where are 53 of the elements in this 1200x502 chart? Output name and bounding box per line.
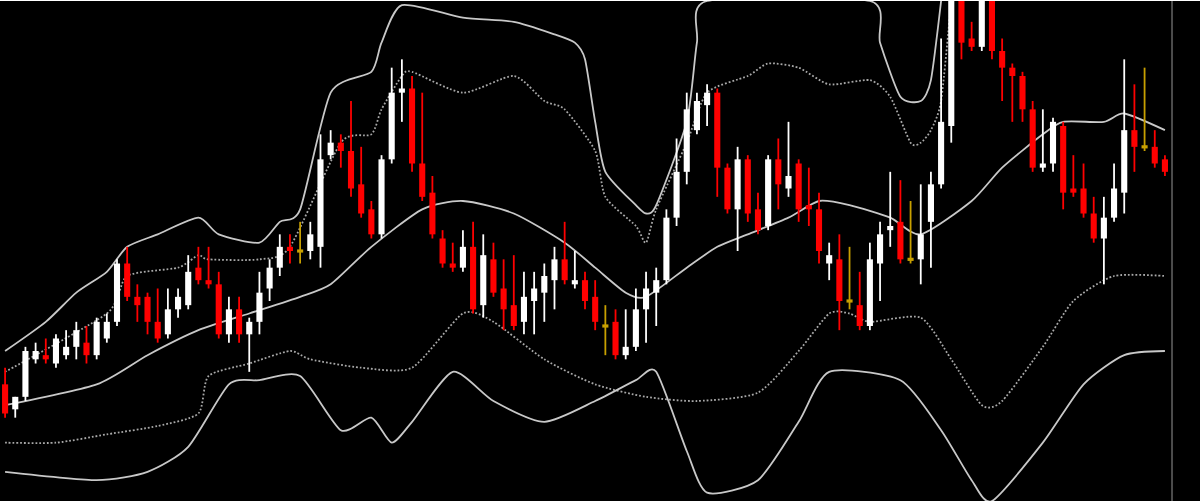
candlestick <box>754 191 762 236</box>
candlestick <box>1009 62 1016 123</box>
candlestick <box>999 37 1006 102</box>
candlestick <box>1141 66 1148 152</box>
candlestick <box>1100 195 1107 286</box>
candlestick <box>846 245 853 311</box>
candlestick <box>571 250 578 290</box>
candlestick <box>704 83 711 127</box>
candlestick <box>805 166 812 227</box>
candlestick <box>398 58 405 123</box>
candlestick <box>581 270 589 311</box>
candlestick <box>266 258 273 302</box>
candlestick <box>1131 83 1138 173</box>
candlestick <box>83 325 90 365</box>
candlestick <box>205 245 212 290</box>
candlestick <box>42 337 49 365</box>
candlestick <box>1070 154 1077 198</box>
candlestick <box>174 287 182 319</box>
candlestick <box>531 270 538 336</box>
candlestick <box>1151 129 1158 169</box>
candlestick <box>32 341 39 365</box>
candlestick <box>1161 154 1168 177</box>
candlestick <box>968 20 975 52</box>
candlestick <box>1039 108 1046 173</box>
candlestick <box>246 316 253 373</box>
candlestick <box>653 266 660 327</box>
candlestick <box>622 308 629 361</box>
candlestick <box>826 241 833 282</box>
candlestick <box>907 200 914 265</box>
candlestick <box>561 220 568 286</box>
candlestick <box>297 220 305 265</box>
candlestick <box>602 304 609 357</box>
candlestick <box>195 245 202 286</box>
candlestick <box>551 245 558 311</box>
candlestick <box>459 229 466 273</box>
candlestick <box>856 270 863 332</box>
candlestick <box>286 233 294 265</box>
candlestick <box>103 312 110 344</box>
candlestick <box>449 241 456 273</box>
candlestick <box>500 258 507 332</box>
candlestick <box>887 170 894 248</box>
candlestick <box>785 120 792 198</box>
candlestick <box>541 262 548 323</box>
candlestick <box>63 329 70 361</box>
candlestick <box>307 220 314 261</box>
candlestick <box>337 133 344 169</box>
candlestick <box>510 254 517 332</box>
candlestick <box>643 270 650 344</box>
candlestick <box>327 129 334 161</box>
candlestick <box>154 287 161 344</box>
candlestick <box>276 233 283 277</box>
candlestick <box>73 320 80 361</box>
candlestick <box>134 283 141 323</box>
